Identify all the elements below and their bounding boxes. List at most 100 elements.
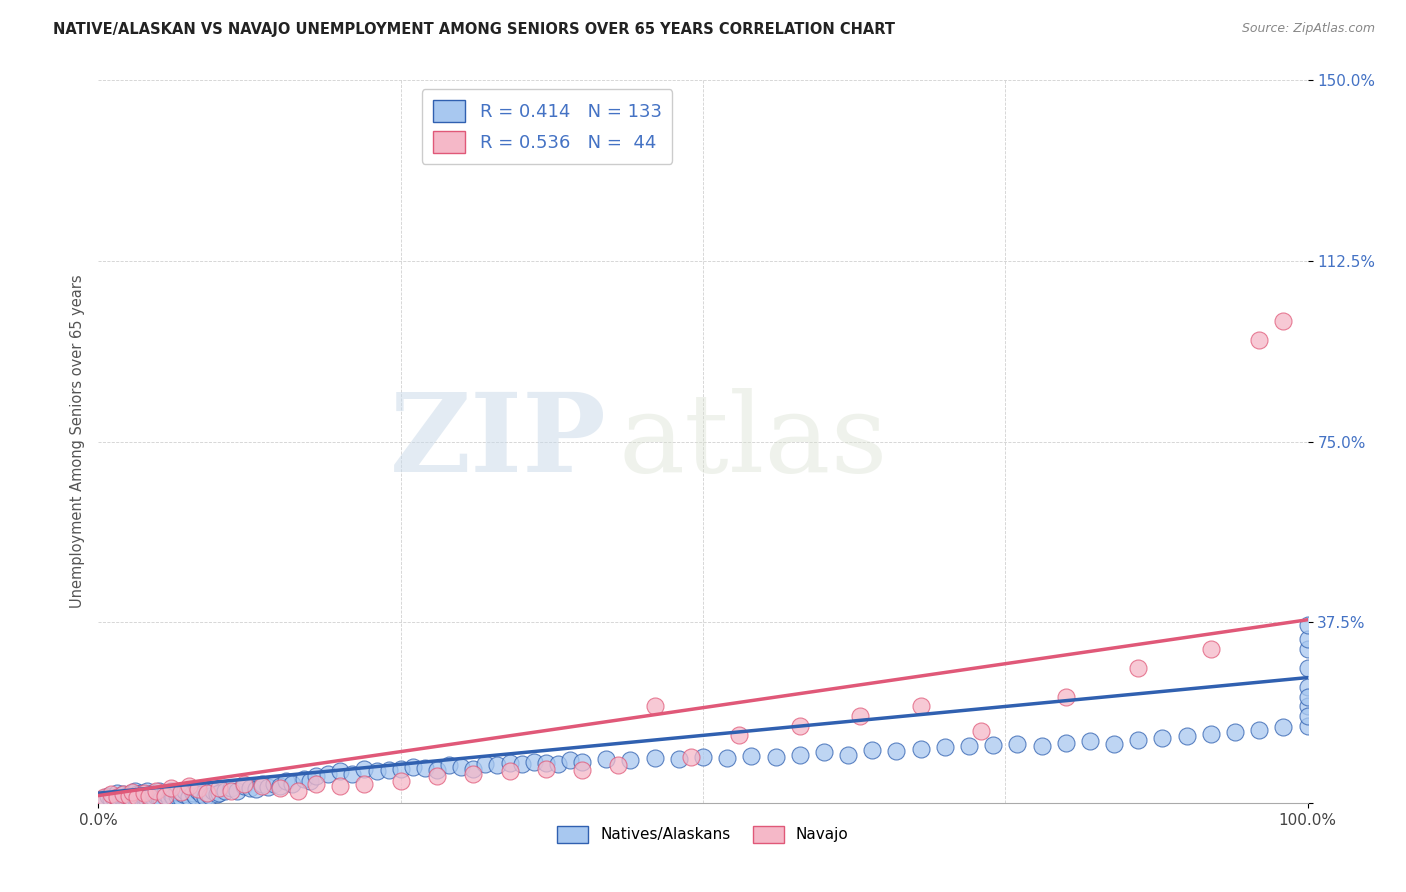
Point (274, 774, 297, 789)
Point (292, 772, 315, 786)
Point (716, 751, 738, 765)
Point (195, 786, 218, 800)
Point (342, 767, 364, 781)
Point (860, 743, 883, 757)
Point (153, 786, 176, 800)
Text: NATIVE/ALASKAN VS NAVAJO UNEMPLOYMENT AMONG SENIORS OVER 65 YEARS CORRELATION CH: NATIVE/ALASKAN VS NAVAJO UNEMPLOYMENT AM… (53, 22, 896, 37)
Point (187, 782, 209, 797)
Point (226, 784, 249, 798)
Point (426, 769, 449, 783)
Text: ZIP: ZIP (389, 388, 606, 495)
Point (413, 761, 436, 775)
Point (329, 779, 352, 793)
Point (474, 757, 496, 772)
Point (305, 769, 328, 783)
Point (299, 774, 322, 789)
Point (135, 792, 157, 806)
Point (148, 791, 170, 805)
Point (124, 789, 146, 803)
Legend: Natives/Alaskans, Navajo: Natives/Alaskans, Navajo (551, 820, 855, 849)
Point (111, 787, 134, 801)
Point (93, 790, 115, 805)
Point (1249, 334, 1271, 348)
Point (1296, 641, 1319, 656)
Point (813, 745, 835, 759)
Point (1128, 733, 1150, 747)
Point (101, 790, 124, 805)
Point (118, 791, 141, 805)
Point (886, 744, 908, 758)
Point (221, 784, 243, 798)
Point (1296, 661, 1319, 675)
Point (118, 787, 141, 801)
Point (105, 790, 128, 805)
Point (100, 792, 122, 806)
Point (100, 787, 122, 801)
Point (366, 764, 388, 779)
Point (389, 774, 412, 789)
Point (269, 781, 291, 796)
Point (208, 781, 231, 796)
Point (105, 791, 128, 805)
Point (486, 758, 509, 772)
Point (463, 767, 485, 781)
Point (127, 792, 149, 806)
Point (250, 779, 273, 793)
Point (129, 790, 152, 805)
Point (114, 790, 136, 805)
Point (305, 776, 328, 790)
Point (571, 755, 593, 769)
Point (108, 789, 131, 803)
Point (263, 777, 285, 791)
Point (134, 789, 156, 803)
Point (523, 755, 546, 769)
Point (740, 748, 762, 763)
Point (195, 786, 218, 800)
Point (934, 740, 956, 755)
Point (353, 762, 375, 776)
Point (157, 791, 180, 805)
Point (172, 787, 194, 801)
Point (181, 786, 204, 800)
Point (202, 784, 225, 798)
Point (111, 791, 134, 805)
Point (1199, 641, 1222, 656)
Point (121, 786, 143, 800)
Point (910, 742, 932, 756)
Point (115, 789, 138, 803)
Point (105, 786, 128, 800)
Point (644, 751, 666, 765)
Point (127, 787, 149, 801)
Point (534, 762, 557, 776)
Point (1128, 661, 1150, 675)
Point (208, 786, 231, 800)
Point (571, 763, 593, 777)
Point (402, 760, 425, 774)
Point (329, 764, 352, 779)
Point (463, 762, 485, 776)
Point (607, 758, 630, 772)
Point (142, 790, 165, 805)
Point (1078, 734, 1101, 748)
Point (124, 791, 146, 805)
Point (114, 792, 136, 806)
Point (256, 780, 278, 795)
Point (1296, 709, 1319, 723)
Point (194, 790, 217, 805)
Point (910, 699, 932, 714)
Point (970, 723, 993, 738)
Point (179, 790, 201, 805)
Point (728, 728, 751, 742)
Point (765, 750, 787, 764)
Point (837, 747, 859, 762)
Point (138, 789, 160, 803)
Point (644, 699, 666, 714)
Point (148, 784, 170, 798)
Point (129, 786, 152, 800)
Point (679, 750, 702, 764)
Text: atlas: atlas (619, 388, 889, 495)
Point (1102, 737, 1125, 751)
Point (160, 784, 183, 798)
Point (232, 779, 254, 793)
Point (111, 787, 134, 801)
